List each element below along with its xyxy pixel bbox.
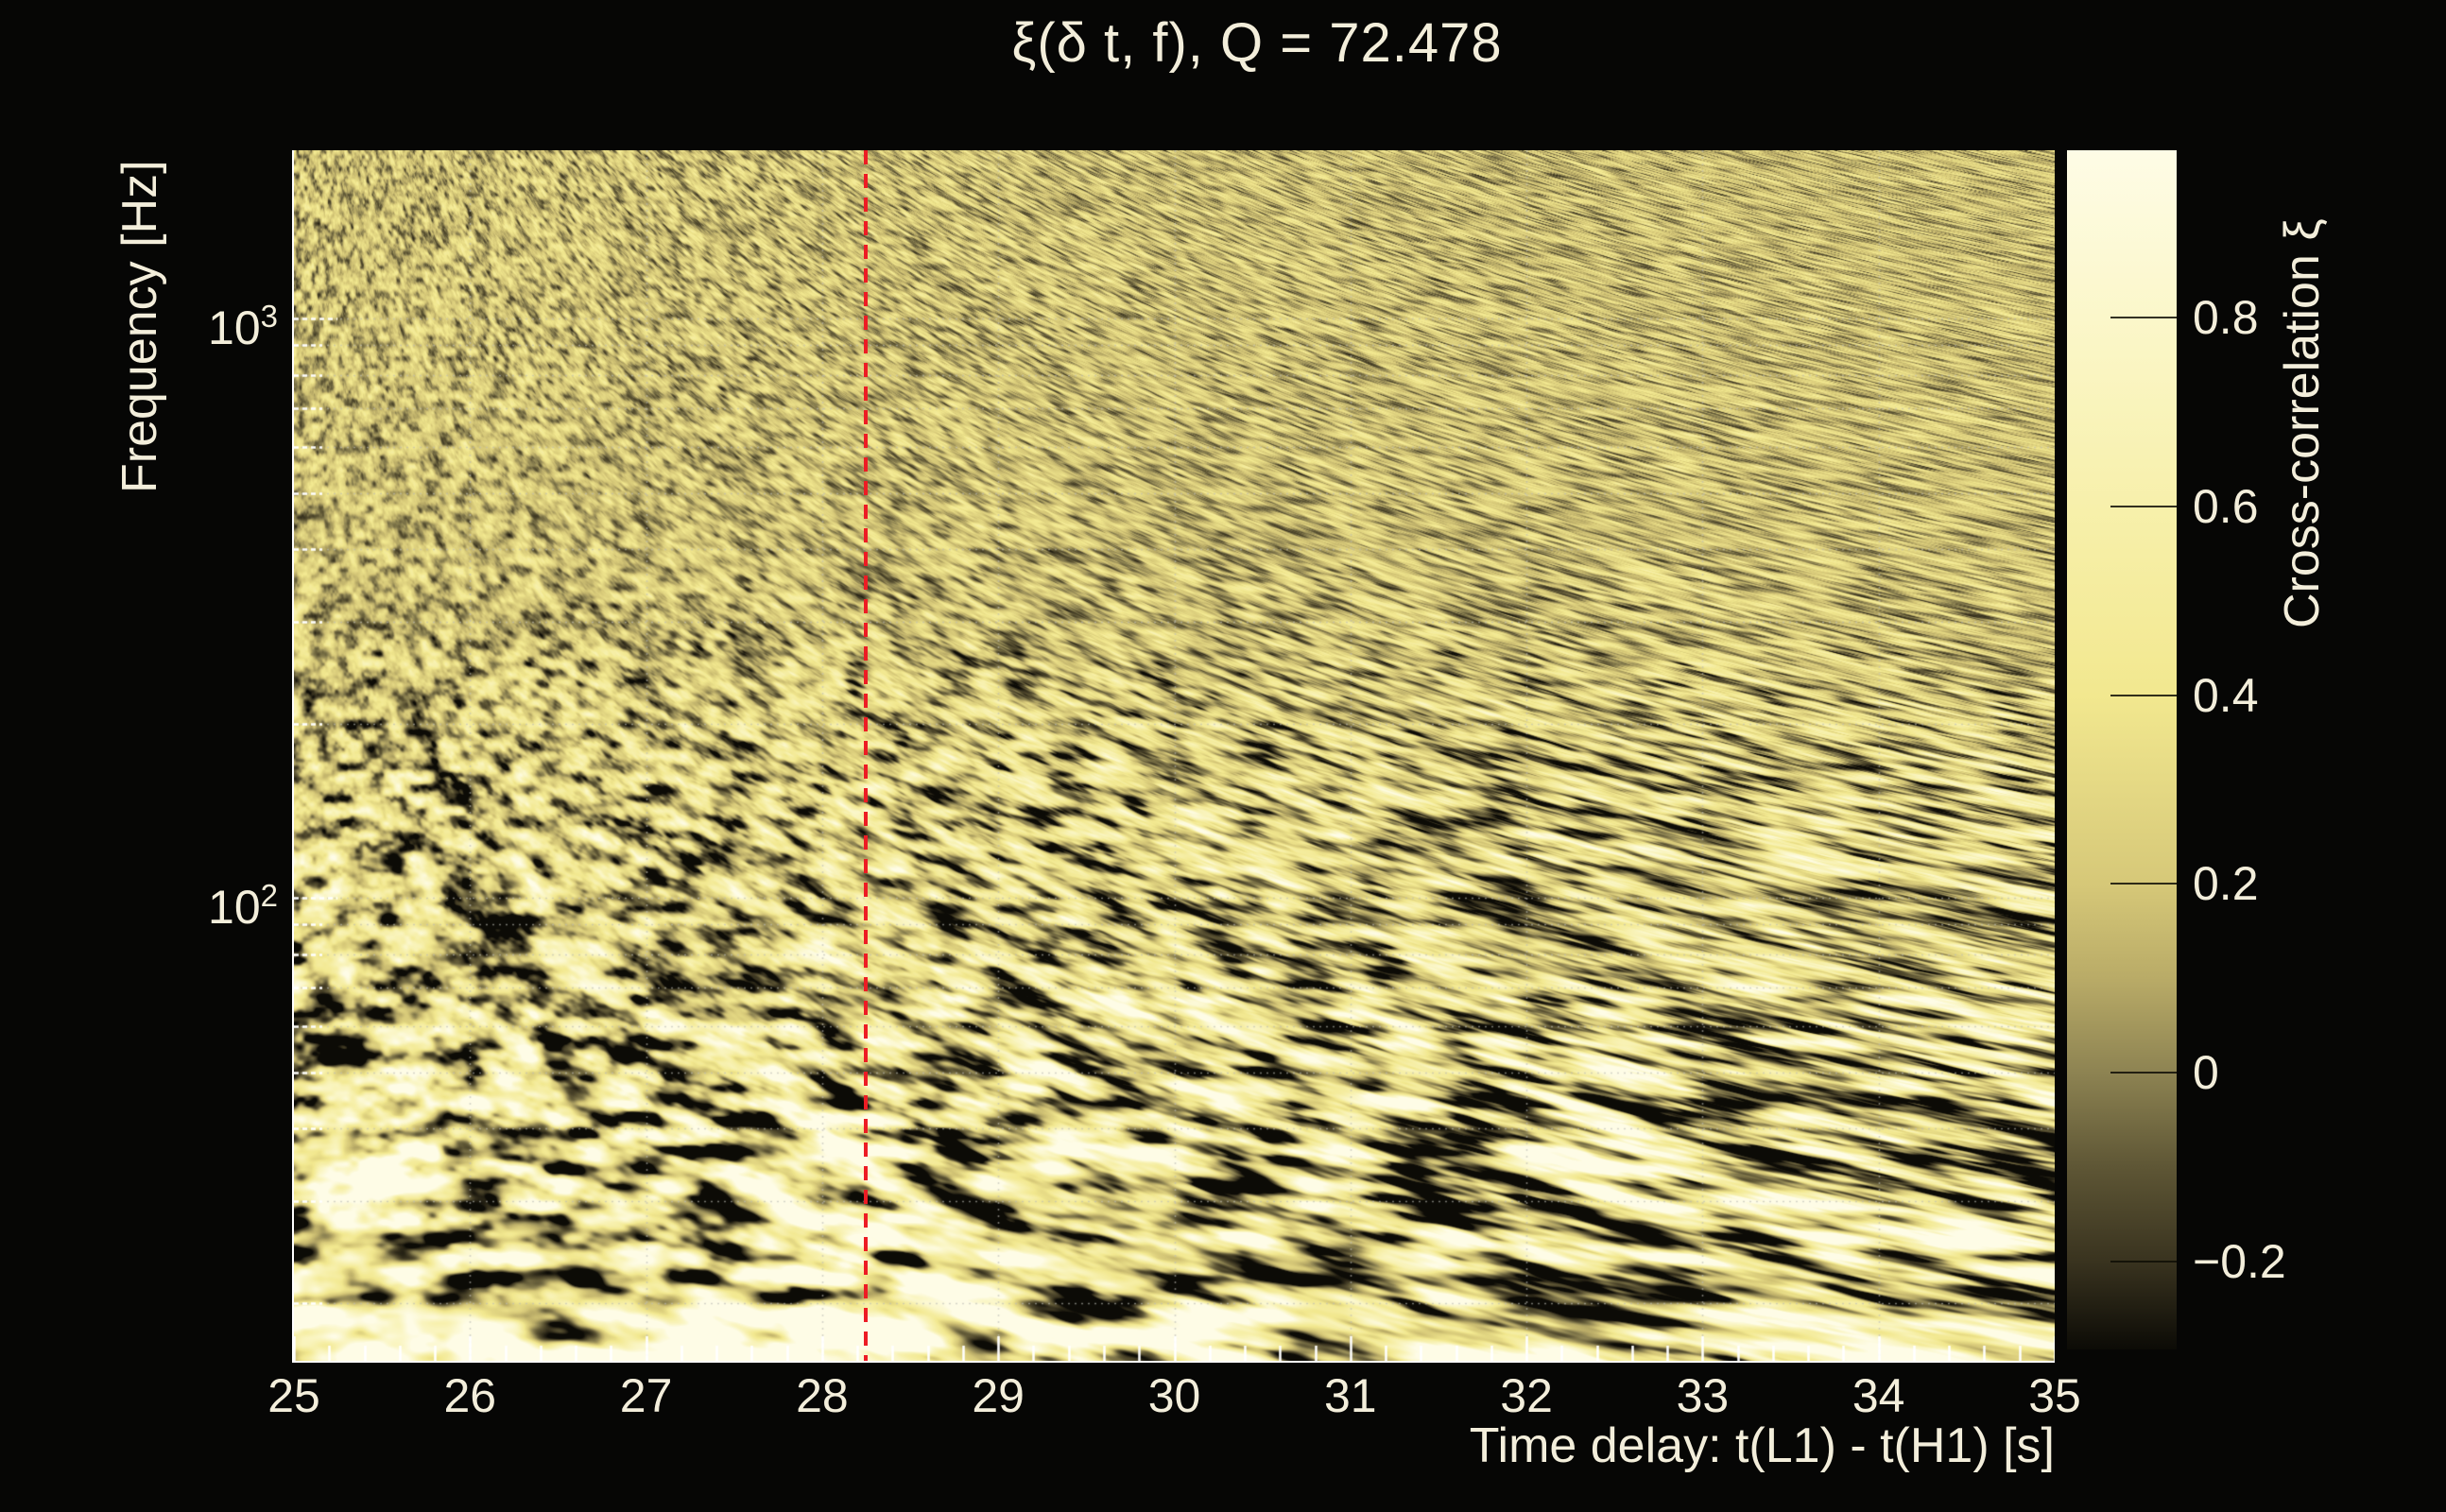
colorbar-tick bbox=[2110, 316, 2177, 318]
colorbar bbox=[2067, 150, 2177, 1349]
x-axis-label: Time delay: t(L1) - t(H1) [s] bbox=[1469, 1418, 2055, 1473]
y-tick-label: 102 bbox=[208, 878, 278, 935]
x-tick-label: 31 bbox=[1323, 1369, 1377, 1422]
x-tick-label: 26 bbox=[443, 1369, 497, 1422]
x-tick-label: 28 bbox=[796, 1369, 849, 1422]
plot-title: ξ(δ t, f), Q = 72.478 bbox=[1011, 12, 1503, 74]
colorbar-tick-label: 0.2 bbox=[2193, 857, 2259, 911]
time-marker-line bbox=[864, 150, 869, 1361]
colorbar-tick bbox=[2110, 505, 2177, 507]
x-tick-label: 32 bbox=[1500, 1369, 1553, 1422]
colorbar-tick-label: −0.2 bbox=[2193, 1235, 2286, 1289]
x-tick-label: 35 bbox=[2028, 1369, 2081, 1422]
grid-and-ticks-canvas bbox=[294, 150, 2055, 1361]
colorbar-tick bbox=[2110, 883, 2177, 885]
heatmap-plot bbox=[292, 150, 2055, 1363]
y-tick-label: 103 bbox=[208, 299, 278, 355]
colorbar-tick-label: 0.6 bbox=[2193, 479, 2259, 533]
colorbar-label: Cross-correlation ξ bbox=[2275, 218, 2330, 628]
colorbar-tick bbox=[2110, 1072, 2177, 1074]
colorbar-tick-label: 0.4 bbox=[2193, 668, 2259, 722]
x-tick-label: 30 bbox=[1147, 1369, 1201, 1422]
colorbar-tick-label: 0.8 bbox=[2193, 290, 2259, 344]
x-tick-label: 29 bbox=[972, 1369, 1025, 1422]
x-tick-label: 25 bbox=[267, 1369, 320, 1422]
colorbar-tick bbox=[2110, 694, 2177, 696]
colorbar-tick-label: 0 bbox=[2193, 1046, 2219, 1100]
x-tick-label: 33 bbox=[1676, 1369, 1730, 1422]
colorbar-tick bbox=[2110, 1261, 2177, 1263]
x-tick-label: 34 bbox=[1852, 1369, 1905, 1422]
x-tick-label: 27 bbox=[619, 1369, 673, 1422]
